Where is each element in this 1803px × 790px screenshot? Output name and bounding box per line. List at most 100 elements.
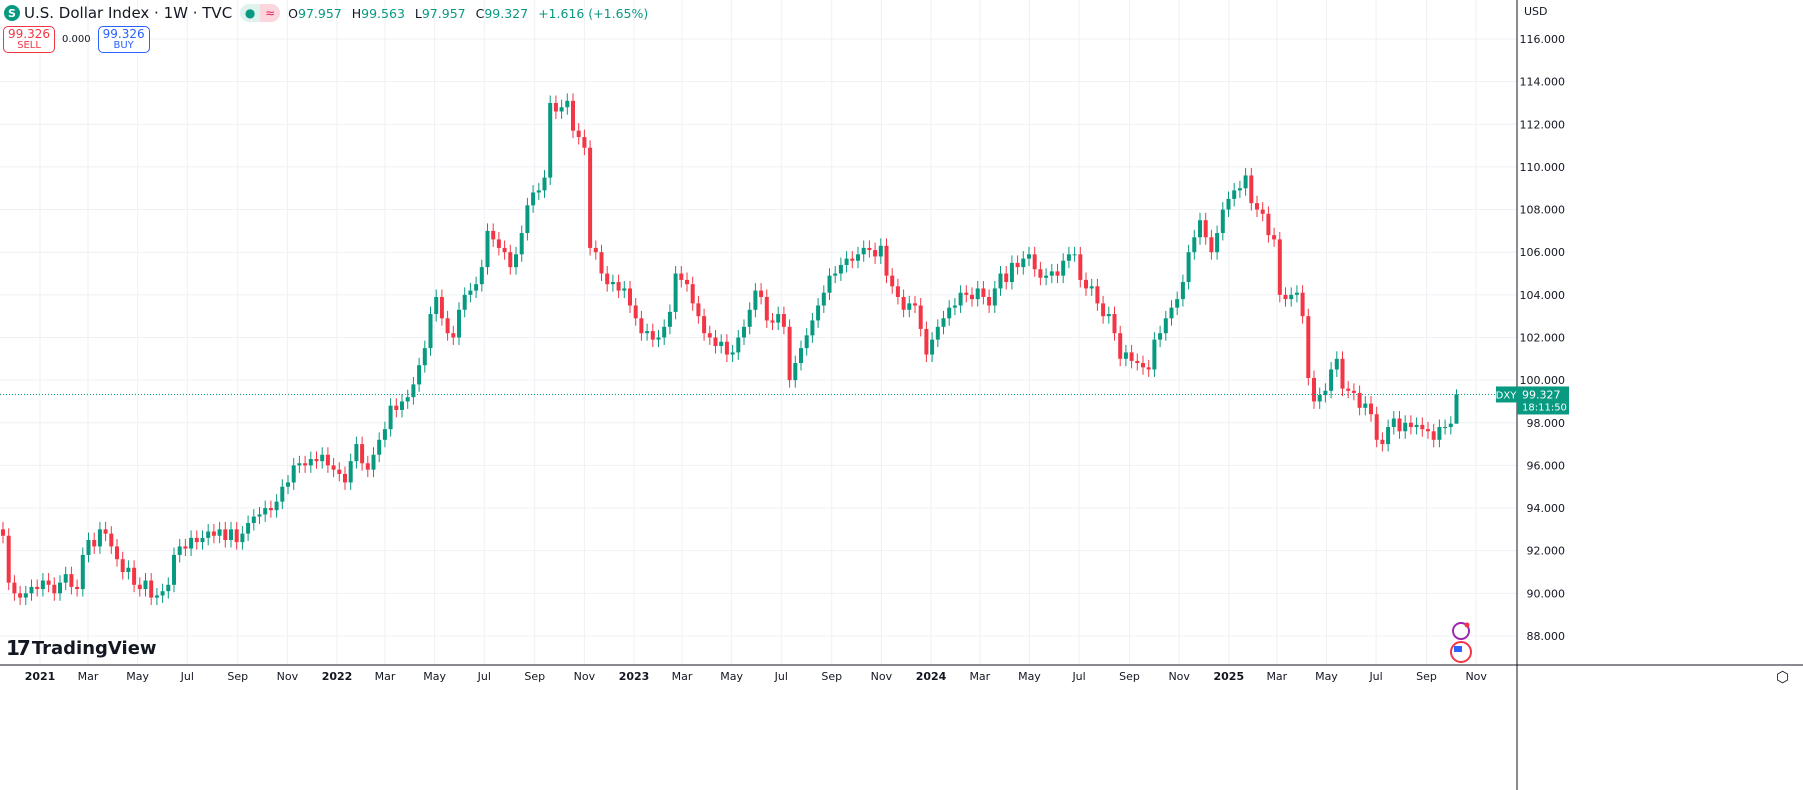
candle[interactable] xyxy=(1180,274,1185,307)
symbol-title[interactable]: U.S. Dollar Index · 1W · TVC xyxy=(24,4,233,22)
candle[interactable] xyxy=(1066,246,1071,269)
candle[interactable] xyxy=(747,302,752,335)
candle[interactable] xyxy=(519,225,524,262)
candle[interactable] xyxy=(799,340,803,371)
candle[interactable] xyxy=(411,376,416,405)
candle[interactable] xyxy=(702,308,707,341)
candle[interactable] xyxy=(274,494,279,518)
candle[interactable] xyxy=(382,421,387,448)
candle[interactable] xyxy=(246,515,251,542)
candle[interactable] xyxy=(75,579,80,597)
candle[interactable] xyxy=(816,298,821,328)
candle[interactable] xyxy=(610,274,615,292)
candle[interactable] xyxy=(548,95,553,186)
candle[interactable] xyxy=(525,197,530,241)
candle[interactable] xyxy=(251,509,256,531)
candle[interactable] xyxy=(439,289,444,326)
candle[interactable] xyxy=(371,447,376,478)
candle[interactable] xyxy=(1323,383,1328,403)
candle[interactable] xyxy=(1215,225,1220,260)
candle[interactable] xyxy=(1203,212,1208,245)
candle[interactable] xyxy=(109,526,114,554)
candle[interactable] xyxy=(1312,370,1316,409)
candle[interactable] xyxy=(514,246,518,275)
candle[interactable] xyxy=(291,457,296,490)
candle[interactable] xyxy=(417,357,422,392)
candle[interactable] xyxy=(742,319,746,345)
candle[interactable] xyxy=(821,285,826,313)
candle[interactable] xyxy=(206,524,211,546)
candle[interactable] xyxy=(622,280,627,299)
candle[interactable] xyxy=(958,285,963,313)
candle[interactable] xyxy=(810,312,815,343)
candle[interactable] xyxy=(719,334,724,354)
candle[interactable] xyxy=(753,283,758,318)
candle[interactable] xyxy=(394,398,399,418)
candle[interactable] xyxy=(1078,246,1083,288)
candle[interactable] xyxy=(998,266,1003,296)
candle[interactable] xyxy=(422,340,427,373)
candle[interactable] xyxy=(92,532,97,554)
candle[interactable] xyxy=(1374,406,1379,448)
candle[interactable] xyxy=(559,99,564,119)
candle[interactable] xyxy=(850,251,855,269)
candle[interactable] xyxy=(873,242,878,264)
candle[interactable] xyxy=(154,587,159,606)
candle[interactable] xyxy=(97,521,102,554)
candle[interactable] xyxy=(827,268,832,301)
candle[interactable] xyxy=(1095,278,1100,311)
candle[interactable] xyxy=(673,266,678,320)
candle[interactable] xyxy=(52,577,57,601)
candle[interactable] xyxy=(1084,272,1088,296)
candle[interactable] xyxy=(308,451,313,473)
chart-settings-icon[interactable]: ⬡ xyxy=(1776,668,1790,686)
candle[interactable] xyxy=(268,500,273,518)
candle[interactable] xyxy=(337,462,342,482)
candle[interactable] xyxy=(160,583,165,603)
candle[interactable] xyxy=(645,323,650,341)
candle[interactable] xyxy=(211,524,216,544)
status-pill[interactable]: ● ≈ xyxy=(240,4,281,22)
candle[interactable] xyxy=(736,330,741,360)
news-flash-icon[interactable] xyxy=(1452,622,1470,640)
candle[interactable] xyxy=(348,453,353,490)
candle[interactable] xyxy=(377,432,382,463)
candle[interactable] xyxy=(1397,411,1402,439)
candle[interactable] xyxy=(120,551,125,580)
tradingview-logo[interactable]: 𝟭𝟳 TradingView xyxy=(6,636,157,660)
candle[interactable] xyxy=(1277,231,1282,303)
candle[interactable] xyxy=(137,577,142,597)
candle[interactable] xyxy=(183,538,188,557)
candle[interactable] xyxy=(86,532,91,563)
candle[interactable] xyxy=(1175,291,1180,316)
candle[interactable] xyxy=(1431,423,1436,448)
candle[interactable] xyxy=(1437,419,1442,448)
candle[interactable] xyxy=(491,223,496,247)
candle[interactable] xyxy=(1072,246,1077,262)
candle[interactable] xyxy=(667,304,672,335)
candle[interactable] xyxy=(639,310,644,341)
candle[interactable] xyxy=(365,455,370,478)
candle[interactable] xyxy=(884,238,889,284)
candle[interactable] xyxy=(1209,229,1214,260)
candle[interactable] xyxy=(1106,306,1111,324)
candle[interactable] xyxy=(793,355,798,388)
candle[interactable] xyxy=(1169,300,1174,326)
candle[interactable] xyxy=(992,280,997,313)
candle[interactable] xyxy=(764,289,769,328)
candle[interactable] xyxy=(1129,344,1134,369)
candle[interactable] xyxy=(457,302,461,345)
currency-selector[interactable]: USD xyxy=(1524,5,1548,18)
candle[interactable] xyxy=(479,259,484,292)
candle[interactable] xyxy=(918,298,923,337)
candle[interactable] xyxy=(565,93,570,115)
candle[interactable] xyxy=(229,521,233,548)
candle[interactable] xyxy=(1044,268,1049,286)
candle[interactable] xyxy=(1408,415,1413,435)
candle[interactable] xyxy=(1249,167,1254,211)
candle[interactable] xyxy=(924,321,929,362)
candle[interactable] xyxy=(1015,255,1020,275)
candle[interactable] xyxy=(1146,359,1151,377)
candle[interactable] xyxy=(35,579,40,597)
candle[interactable] xyxy=(1220,202,1225,241)
